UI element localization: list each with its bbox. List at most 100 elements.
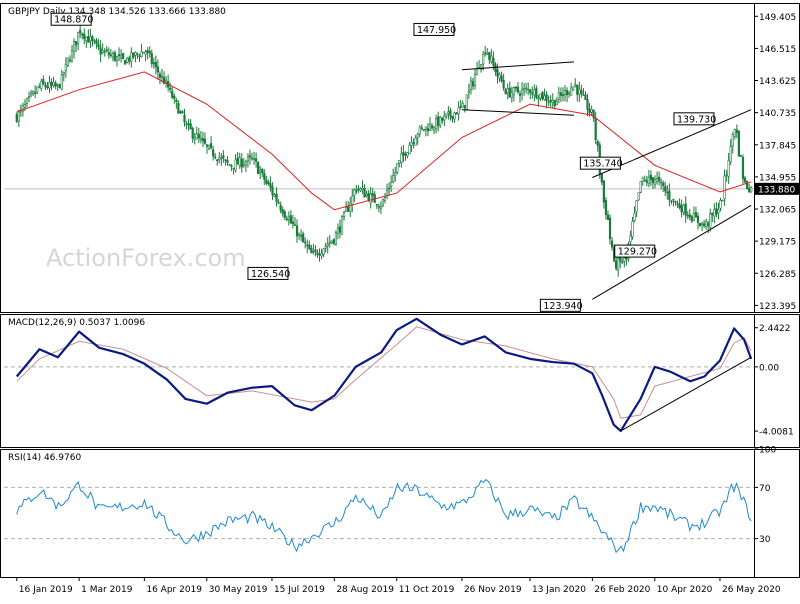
candle-body bbox=[424, 126, 427, 130]
candle-body bbox=[306, 244, 309, 247]
candle-body bbox=[369, 193, 372, 204]
candle-body bbox=[596, 141, 599, 146]
candle-body bbox=[641, 177, 644, 182]
candle-body bbox=[351, 195, 354, 205]
y-tick-label: -4.0081 bbox=[759, 428, 794, 438]
candle-body bbox=[582, 94, 585, 96]
candle-body bbox=[314, 249, 317, 252]
candle-body bbox=[592, 109, 595, 119]
candle-body bbox=[193, 137, 196, 140]
candle-body bbox=[246, 156, 250, 162]
candle-body bbox=[355, 190, 358, 192]
candle-body bbox=[473, 73, 477, 86]
candle-body bbox=[457, 107, 460, 115]
candle-body bbox=[109, 54, 112, 56]
candle-body bbox=[216, 159, 219, 162]
candle-body bbox=[336, 227, 340, 234]
candle-body bbox=[588, 108, 591, 114]
candle-body bbox=[553, 99, 556, 107]
candle-body bbox=[289, 215, 292, 224]
candle-body bbox=[707, 222, 710, 226]
candle-body bbox=[226, 160, 229, 164]
watermark: ActionForex.com bbox=[46, 244, 246, 272]
candle-body bbox=[655, 178, 659, 182]
price-label-text: 129.270 bbox=[618, 247, 657, 258]
candle-body bbox=[447, 111, 450, 114]
candle-body bbox=[152, 62, 155, 65]
candle-body bbox=[191, 127, 194, 139]
candle-body bbox=[443, 115, 446, 121]
candle-body bbox=[332, 239, 335, 244]
y-tick-label: 123.395 bbox=[759, 302, 796, 312]
candle-body bbox=[287, 216, 290, 220]
candle-body bbox=[32, 91, 35, 94]
candle-body bbox=[197, 133, 200, 139]
candle-body bbox=[390, 182, 393, 187]
candle-body bbox=[561, 94, 565, 97]
candle-body bbox=[441, 117, 444, 121]
candle-body bbox=[113, 52, 117, 61]
candle-body bbox=[230, 165, 233, 167]
candle-body bbox=[52, 82, 55, 87]
macd-line bbox=[15, 317, 753, 433]
y-tick-label: 134.955 bbox=[759, 173, 796, 183]
candle-body bbox=[60, 74, 63, 90]
candle-body bbox=[44, 84, 47, 88]
candle-body bbox=[93, 40, 96, 43]
x-tick-label: 13 Jan 2020 bbox=[532, 585, 586, 595]
x-tick-label: 16 Jan 2019 bbox=[19, 585, 73, 595]
candle-body bbox=[520, 88, 524, 95]
candle-body bbox=[146, 50, 149, 53]
candle-body bbox=[494, 64, 497, 73]
price-label-box bbox=[413, 22, 455, 36]
candles bbox=[15, 25, 753, 277]
candle-body bbox=[639, 181, 642, 193]
candle-body bbox=[371, 193, 374, 196]
candle-body bbox=[482, 53, 485, 65]
price-header-field: 133.666 bbox=[146, 7, 186, 17]
candle-body bbox=[87, 36, 90, 43]
candle-body bbox=[304, 241, 307, 244]
trendline bbox=[461, 109, 574, 116]
candle-body bbox=[232, 167, 235, 170]
candle-body bbox=[64, 64, 67, 72]
candle-body bbox=[349, 202, 352, 213]
candle-body bbox=[694, 212, 698, 218]
candle-body bbox=[606, 214, 610, 221]
candle-body bbox=[488, 52, 491, 60]
candle-body bbox=[34, 92, 37, 95]
candle-body bbox=[621, 261, 624, 264]
candle-body bbox=[696, 215, 700, 223]
y-tick-label: 146.515 bbox=[759, 45, 796, 55]
candle-body bbox=[498, 74, 501, 79]
price-label-box bbox=[50, 12, 92, 26]
price-label-box bbox=[614, 244, 656, 258]
candle-body bbox=[156, 66, 160, 73]
candle-body bbox=[326, 243, 329, 247]
x-tick-label: 16 Apr 2019 bbox=[146, 585, 202, 595]
rsi-line bbox=[16, 478, 752, 554]
candle-body bbox=[748, 188, 751, 192]
y-tick-label: 30 bbox=[759, 535, 771, 545]
trendline bbox=[461, 61, 574, 71]
candle-body bbox=[50, 82, 53, 86]
candle-body bbox=[275, 193, 278, 202]
candle-body bbox=[263, 172, 266, 180]
candle-body bbox=[402, 151, 405, 156]
candle-body bbox=[140, 51, 143, 58]
candle-body bbox=[719, 199, 722, 209]
candle-body bbox=[365, 193, 368, 197]
candle-body bbox=[604, 200, 608, 215]
candle-body bbox=[576, 84, 579, 95]
candle-body bbox=[285, 218, 288, 221]
candle-body bbox=[379, 206, 382, 209]
candle-body bbox=[214, 156, 217, 159]
candle-body bbox=[680, 205, 683, 213]
candle-body bbox=[439, 116, 442, 126]
candle-body bbox=[222, 155, 225, 159]
candle-body bbox=[678, 203, 681, 209]
candle-body bbox=[578, 88, 581, 95]
candle-body bbox=[451, 115, 454, 119]
candle-body bbox=[723, 175, 726, 200]
candle-body bbox=[471, 81, 475, 87]
